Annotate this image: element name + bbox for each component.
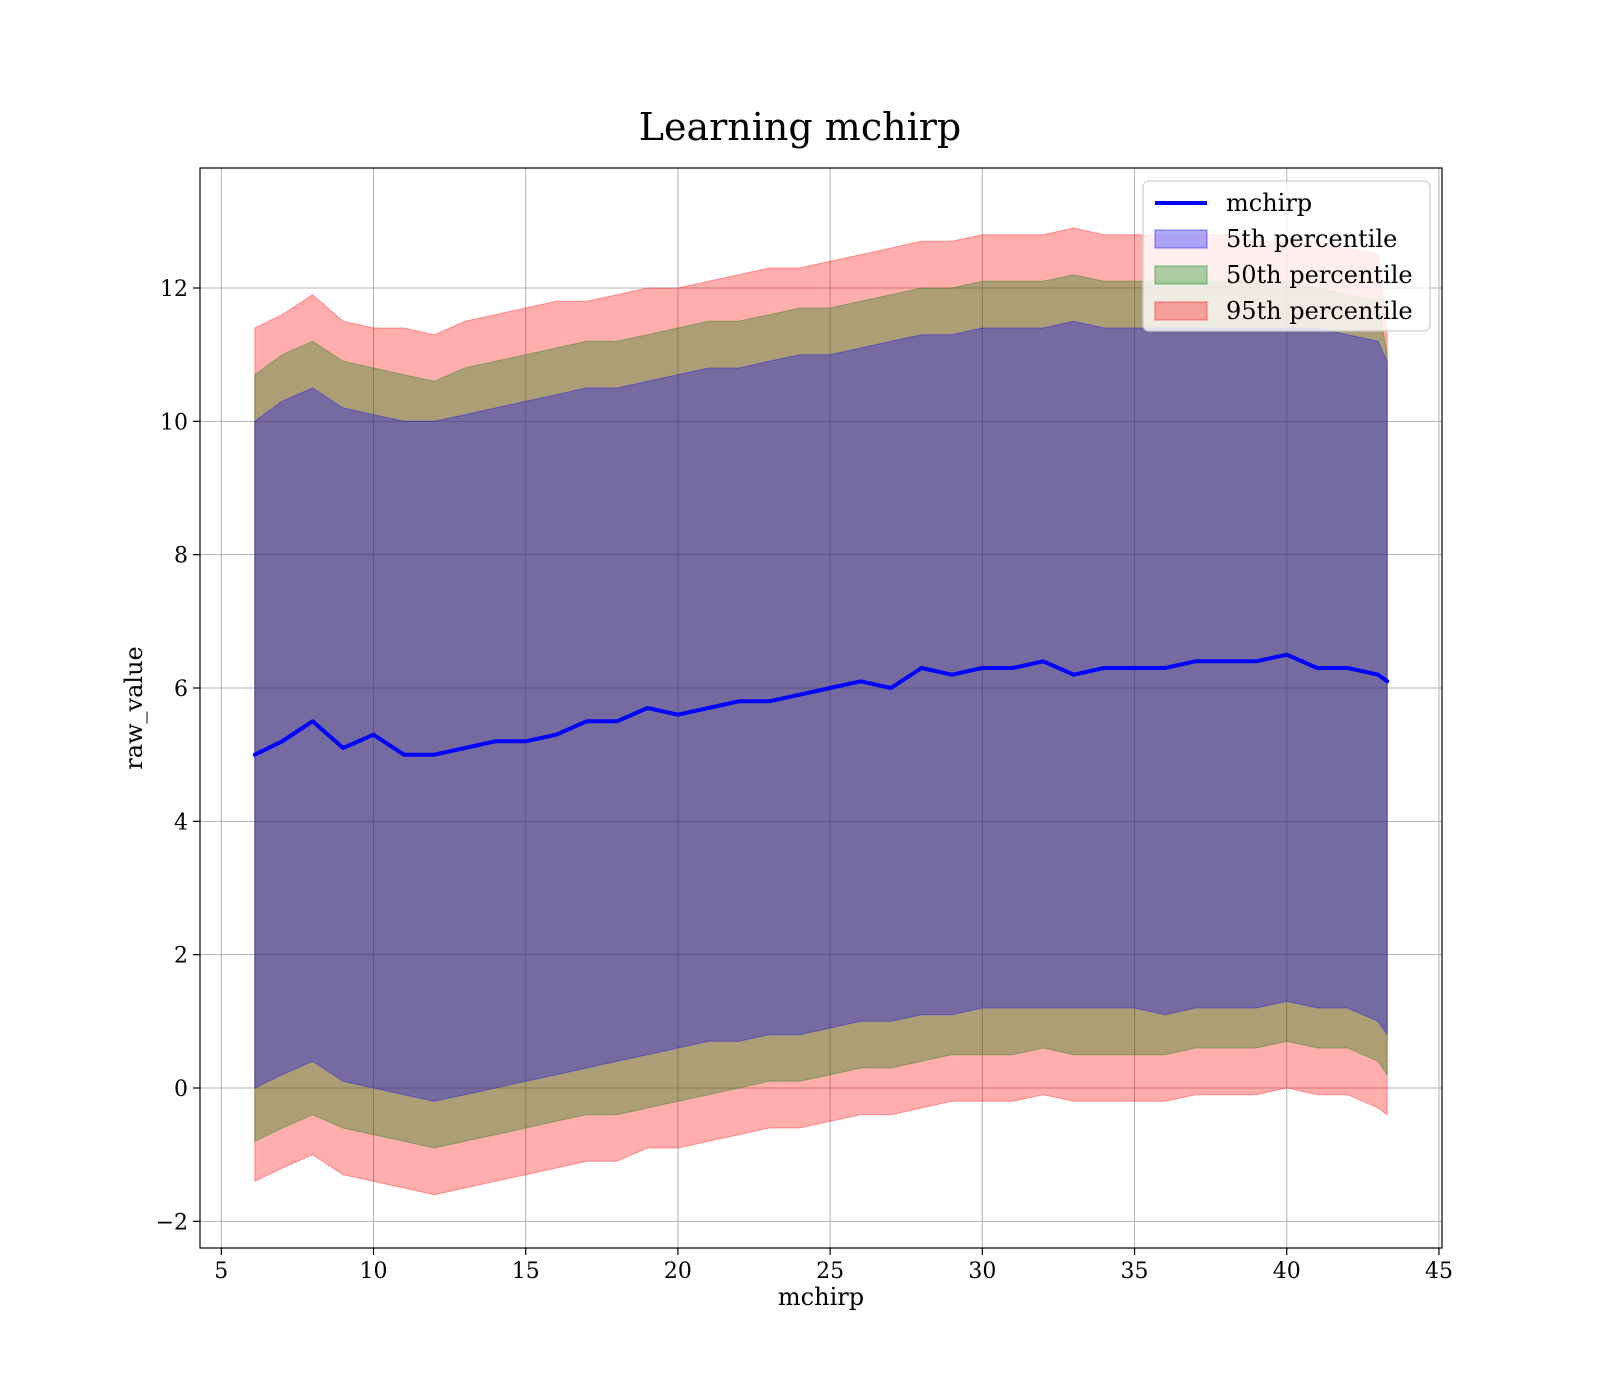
legend-label: mchirp — [1226, 189, 1312, 217]
y-tick-label: 8 — [174, 544, 188, 569]
x-tick-label: 40 — [1273, 1259, 1301, 1284]
y-tick-label: 2 — [174, 944, 188, 969]
y-tick-label: −2 — [156, 1210, 188, 1235]
plot-frame — [199, 167, 1443, 1249]
y-axis-label: raw_value — [120, 646, 148, 770]
x-tick-label: 5 — [214, 1259, 228, 1284]
y-tick-label: 0 — [174, 1077, 188, 1102]
band-5th-percentile — [254, 320, 1388, 1102]
y-tick-label: 4 — [174, 810, 188, 835]
x-tick-label: 10 — [360, 1259, 388, 1284]
legend-patch-swatch — [1154, 301, 1208, 321]
band-95th-percentile — [254, 227, 1388, 1196]
legend-patch-swatch — [1154, 229, 1208, 249]
legend-label: 5th percentile — [1226, 225, 1397, 253]
x-axis-label: mchirp — [778, 1283, 864, 1311]
y-tick-label: 6 — [174, 677, 188, 702]
x-tick-label: 35 — [1121, 1259, 1149, 1284]
x-tick-label: 45 — [1425, 1259, 1453, 1284]
series-line-mchirp — [252, 652, 1390, 757]
x-tick-label: 25 — [816, 1259, 844, 1284]
y-tick-label: 12 — [160, 277, 188, 302]
chart-title: Learning mchirp — [639, 105, 961, 149]
x-tick-label: 20 — [664, 1259, 692, 1284]
legend-patch-swatch — [1154, 265, 1208, 285]
legend-label: 50th percentile — [1226, 261, 1413, 289]
percentile-bands — [254, 227, 1388, 1196]
series-lines — [252, 652, 1390, 757]
y-tick-label: 10 — [160, 410, 188, 435]
legend-label: 95th percentile — [1226, 297, 1413, 325]
x-tick-label: 30 — [968, 1259, 996, 1284]
legend: mchirp 5th percentile 50th percentile 95th … — [1142, 180, 1431, 332]
x-tick-label: 15 — [512, 1259, 540, 1284]
legend-box — [1142, 180, 1431, 332]
axis-ticks: 5 10 15 20 25 30 35 40 45 −2 0 2 4 6 8 10 12 — [156, 277, 1453, 1284]
band-50th-percentile — [254, 274, 1388, 1149]
